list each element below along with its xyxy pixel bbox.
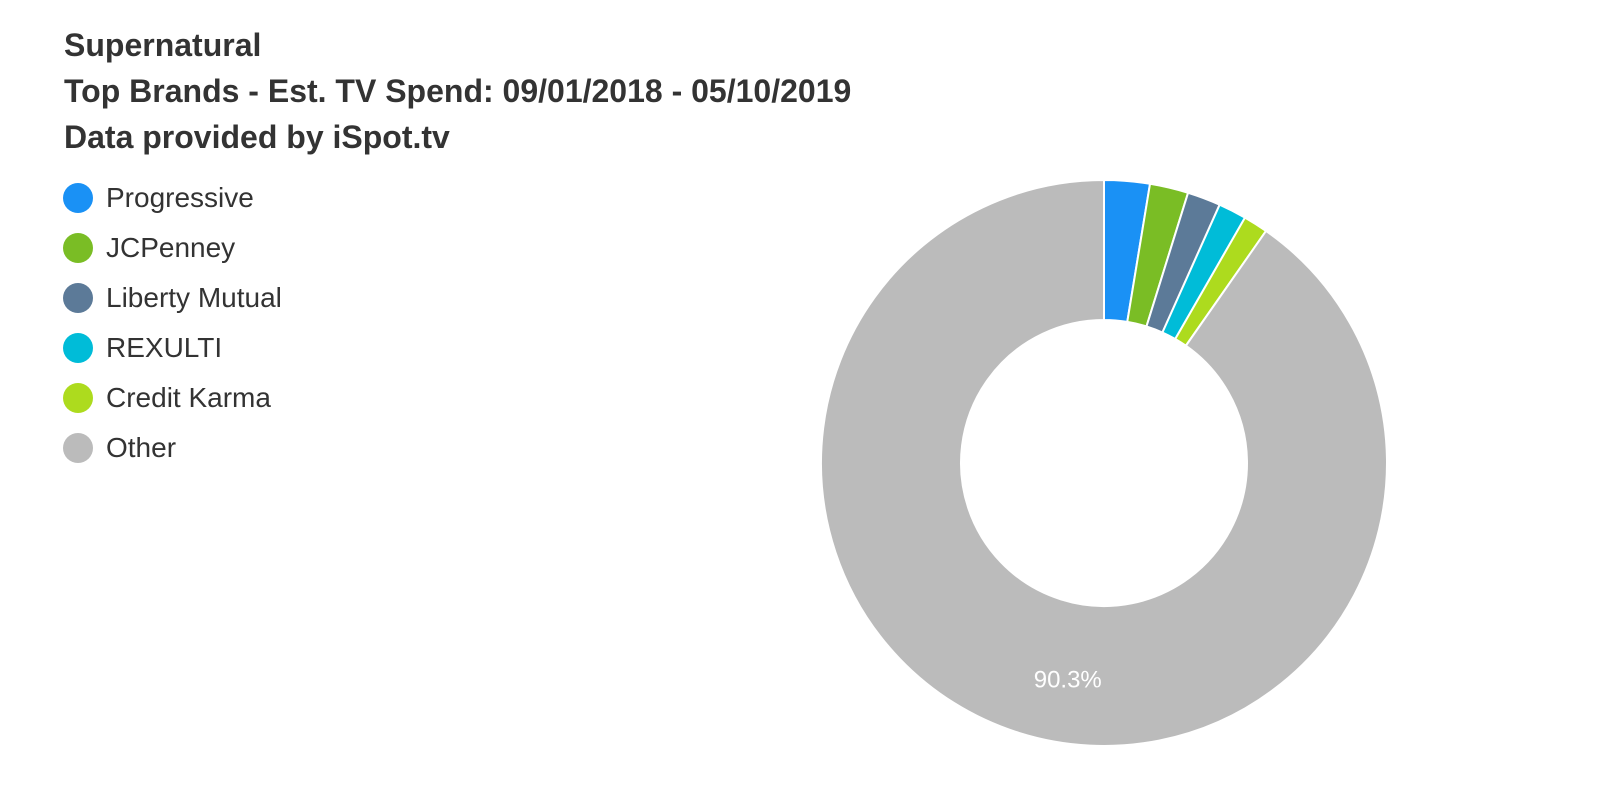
data-label-other: 90.3% bbox=[1034, 666, 1102, 693]
chart-source: Data provided by iSpot.tv bbox=[64, 119, 450, 155]
legend-swatch bbox=[63, 233, 93, 263]
legend-label: Progressive bbox=[106, 182, 254, 213]
donut-slice-other[interactable] bbox=[820, 179, 1388, 747]
legend-swatch bbox=[63, 183, 93, 213]
legend-swatch bbox=[63, 283, 93, 313]
legend-item-progressive[interactable]: Progressive bbox=[63, 173, 282, 223]
legend-item-jcpenney[interactable]: JCPenney bbox=[63, 223, 282, 273]
legend-item-liberty-mutual[interactable]: Liberty Mutual bbox=[63, 273, 282, 323]
legend-swatch bbox=[63, 383, 93, 413]
legend-label: Other bbox=[106, 432, 177, 463]
legend-label: JCPenney bbox=[106, 232, 236, 263]
legend-swatch bbox=[63, 433, 93, 463]
chart-title: Supernatural bbox=[64, 27, 262, 63]
legend-label: Liberty Mutual bbox=[106, 282, 282, 313]
chart-titles: Supernatural Top Brands - Est. TV Spend:… bbox=[64, 22, 851, 160]
legend: Progressive JCPenney Liberty Mutual REXU… bbox=[63, 173, 282, 473]
legend-label: Credit Karma bbox=[106, 382, 271, 413]
legend-item-credit-karma[interactable]: Credit Karma bbox=[63, 373, 282, 423]
legend-item-other[interactable]: Other bbox=[63, 423, 282, 473]
donut-data-labels: 90.3% bbox=[1034, 666, 1102, 693]
chart-subtitle: Top Brands - Est. TV Spend: 09/01/2018 -… bbox=[64, 73, 852, 109]
legend-swatch bbox=[63, 333, 93, 363]
donut-slices bbox=[820, 179, 1388, 747]
legend-item-rexulti[interactable]: REXULTI bbox=[63, 323, 282, 373]
legend-label: REXULTI bbox=[106, 332, 223, 363]
